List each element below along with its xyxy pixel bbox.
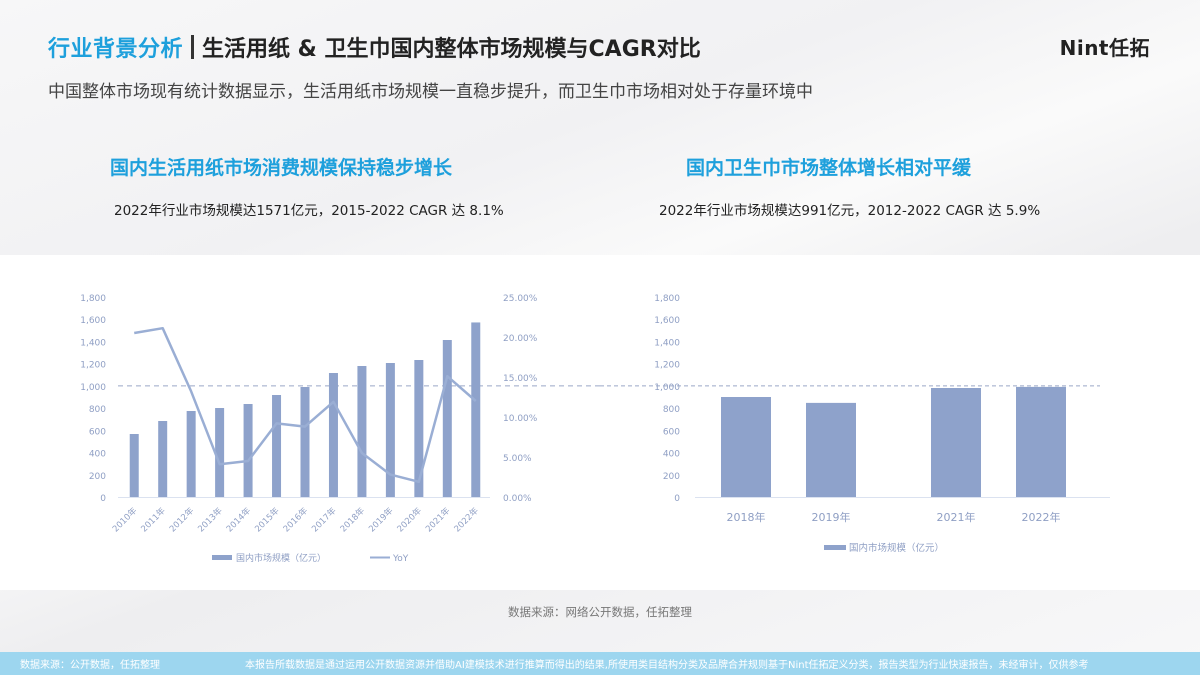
bar [129,434,139,497]
y-axis-tick: 400 [89,450,106,460]
bar [272,395,282,497]
footer-source: 数据来源：公开数据，任拓整理 [20,660,160,671]
x-axis-tick: 2019年 [812,510,851,524]
footer-bar: 数据来源：公开数据，任拓整理 本报告所载数据是通过运用公开数据资源并借助AI建模… [0,652,1200,675]
title-accent: 行业背景分析 [48,37,184,62]
x-axis-tick: 2022年 [1022,510,1061,524]
bar [186,411,196,497]
y-axis-tick: 1,200 [80,361,106,371]
y-axis-tick: 1,600 [654,316,680,326]
brand-logo: Nint任拓 [1059,36,1150,60]
bar [471,322,481,497]
right-section-desc: 2022年行业市场规模达991亿元，2012-2022 CAGR 达 5.9% [659,203,1041,219]
y-axis-tick: 1,000 [80,383,106,393]
footer-disclaimer: 本报告所载数据是通过运用公开数据资源并借助AI建模技术进行推算而得出的结果,所使… [245,660,1089,671]
y2-axis-tick: 5.00% [503,454,532,464]
x-axis-tick: 2010年 [110,505,139,534]
left-section-title: 国内生活用纸市场消费规模保持稳步增长 [110,157,453,179]
y-axis-tick: 1,000 [654,383,680,393]
y-axis-tick: 400 [663,450,680,460]
y-axis-tick: 1,600 [80,316,106,326]
x-axis-tick: 2015年 [253,505,282,534]
y2-axis-tick: 20.00% [503,334,538,344]
page-header: 行业背景分析 生活用纸 & 卫生巾国内整体市场规模与CAGR对比 [48,30,701,64]
bar [357,366,367,497]
bar [442,340,452,497]
tissue-market-chart: 0 200 400 600 800 1,000 1,200 1,400 1,600 1,800 0.… [80,294,600,564]
bar [414,360,424,497]
title-divider [191,35,195,59]
x-axis-tick: 2021年 [937,510,976,524]
y-axis-tick: 0 [100,494,106,504]
y2-axis-tick: 15.00% [503,374,538,384]
y-axis-tick: 1,800 [654,294,680,304]
bar [158,421,168,497]
bar [1016,386,1066,497]
legend-bar-label: 国内市场规模（亿元） [236,552,326,564]
y-axis-tick: 600 [89,427,106,437]
x-axis-tick: 2021年 [423,505,452,534]
y-axis-tick: 200 [89,472,106,482]
x-axis-tick: 2018年 [338,505,367,534]
bar [243,404,253,497]
right-section-title: 国内卫生巾市场整体增长相对平缓 [686,157,972,179]
charts-panel: 0 200 400 600 800 1,000 1,200 1,400 1,600 1,800 0.… [0,255,1200,590]
legend-bar-label: 国内市场规模（亿元） [849,542,944,554]
y2-axis-tick: 10.00% [503,414,538,424]
x-axis-tick: 2018年 [727,510,766,524]
x-axis-tick: 2022年 [452,505,481,534]
y-axis-tick: 800 [663,405,680,415]
y2-axis-tick: 25.00% [503,294,538,304]
y-axis-tick: 600 [663,427,680,437]
yoy-line [134,326,477,484]
page-title: 生活用纸 & 卫生巾国内整体市场规模与CAGR对比 [202,37,701,62]
legend-bar-swatch [212,555,232,560]
y-axis-tick: 1,400 [80,338,106,348]
bar [328,373,338,497]
x-axis-tick: 2013年 [196,505,225,534]
y-axis-tick: 0 [674,494,680,504]
legend-line-label: YoY [392,554,409,564]
y-axis-tick: 1,800 [80,294,106,304]
data-source-note: 数据来源：网络公开数据，任拓整理 [508,605,692,619]
y-axis-tick: 1,200 [654,361,680,371]
x-axis-tick: 2014年 [224,505,253,534]
x-axis-tick: 2019年 [366,505,395,534]
bar [385,363,395,497]
page-subtitle: 中国整体市场现有统计数据显示，生活用纸市场规模一直稳步提升，而卫生巾市场相对处于… [48,82,813,102]
bar [300,387,310,497]
x-axis-tick: 2016年 [281,505,310,534]
x-axis-tick: 2011年 [139,505,168,534]
y-axis-tick: 1,400 [654,338,680,348]
left-section-desc: 2022年行业市场规模达1571亿元，2015-2022 CAGR 达 8.1% [114,203,504,219]
y-axis-tick: 200 [663,472,680,482]
legend-bar-swatch [824,545,846,550]
x-axis-tick: 2012年 [167,505,196,534]
y-axis-tick: 800 [89,405,106,415]
x-axis-tick: 2017年 [309,505,338,534]
sanitary-pad-market-chart: 0 200 400 600 800 1,000 1,200 1,400 1,600 1,800 20… [600,294,1110,554]
bar [931,388,981,497]
bar [806,402,856,497]
x-axis-tick: 2020年 [395,505,424,534]
bar [721,397,771,497]
y2-axis-tick: 0.00% [503,494,532,504]
bar [215,408,225,497]
